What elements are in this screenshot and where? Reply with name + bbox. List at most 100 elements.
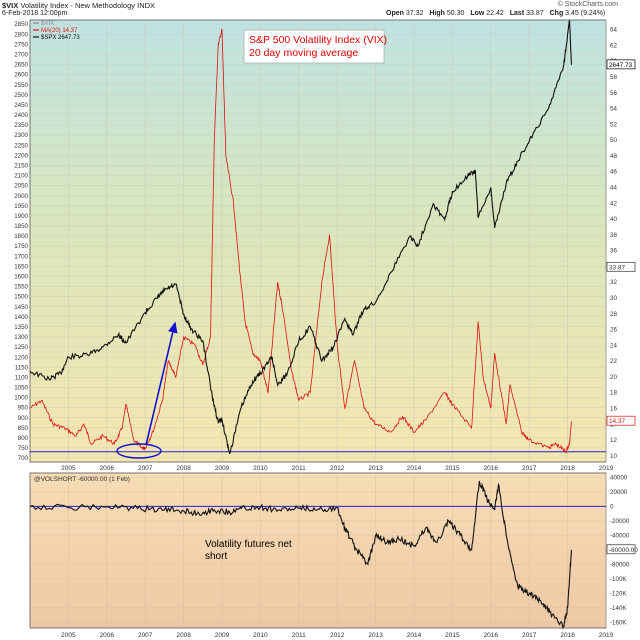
lower-right-tick-20000: 20000 xyxy=(610,489,628,496)
upper-x-tick-2014: 2014 xyxy=(407,465,422,472)
upper-x-tick-2016: 2016 xyxy=(484,465,499,472)
lower-right-axis: 40000 20000 0 -20000 -40000 -80000 -100K -120K -… xyxy=(610,475,630,627)
lower-gridlines xyxy=(30,473,607,628)
high-value: 50.30 xyxy=(446,10,465,17)
left-tick-1550: 1550 xyxy=(14,284,28,291)
right-tick-64: 64 xyxy=(610,27,617,34)
right-tick-36: 36 xyxy=(610,248,617,255)
left-tick-1500: 1500 xyxy=(14,294,28,301)
lower-x-axis: 2005 2006 2007 2008 2009 2010 2011 2012 2013 2014… xyxy=(61,632,613,639)
upper-x-tick-2017: 2017 xyxy=(522,465,537,472)
right-tick-28: 28 xyxy=(610,311,617,318)
upper-x-axis: 2005 2006 2007 2008 2009 2010 2011 2012 2013 2014… xyxy=(61,465,613,472)
left-tick-1700: 1700 xyxy=(14,253,28,260)
right-tick-30: 30 xyxy=(610,295,617,302)
lower-right-tick-0: 0 xyxy=(610,504,614,511)
lower-x-tick-2012: 2012 xyxy=(330,632,345,639)
left-tick-2300: 2300 xyxy=(14,132,28,139)
lower-x-tick-2018: 2018 xyxy=(560,632,575,639)
right-tick-52: 52 xyxy=(610,121,617,128)
lower-x-tick-2009: 2009 xyxy=(215,632,230,639)
volshort-value-flag-box xyxy=(606,544,636,555)
lower-right-tick--120000: -120K xyxy=(610,590,627,597)
left-tick-2100: 2100 xyxy=(14,173,28,180)
legend-entry-1: MA(20) 14.37 xyxy=(41,28,78,34)
last-label: Last xyxy=(509,10,525,17)
change-label: Chg xyxy=(549,10,564,17)
index-title: Volatility Index - New Methodology xyxy=(20,1,136,10)
lower-series-group xyxy=(29,480,606,630)
exchange-label: INDX xyxy=(137,1,156,10)
right-tick-32: 32 xyxy=(610,279,617,286)
lower-x-tick-2014: 2014 xyxy=(407,632,422,639)
lower-x-tick-2006: 2006 xyxy=(100,632,115,639)
lower-legend-entry: @VOLSHORT -60000.00 (1 Feb) xyxy=(34,476,130,483)
left-tick-2050: 2050 xyxy=(14,183,28,190)
left-tick-1100: 1100 xyxy=(15,374,29,381)
upper-annotation-box xyxy=(243,29,385,64)
symbol-label: $VIX xyxy=(2,1,19,10)
chart-date: 6-Feb-2018 12:00pm xyxy=(2,10,68,17)
upper-x-tick-2005: 2005 xyxy=(61,465,76,472)
lower-x-tick-2007: 2007 xyxy=(138,632,153,639)
right-tick-38: 38 xyxy=(610,232,617,239)
right-tick-18: 18 xyxy=(610,390,617,397)
brand-watermark: © StockCharts.com xyxy=(557,1,618,8)
value-flag-2: 14.37 xyxy=(609,418,625,425)
upper-x-tick-2011: 2011 xyxy=(292,465,306,472)
value-flag-2-box xyxy=(606,415,636,426)
lower-annotation-line1: Volatility futures net xyxy=(205,539,292,550)
left-tick-1600: 1600 xyxy=(14,274,28,281)
lower-x-tick-2017: 2017 xyxy=(522,632,537,639)
left-tick-2700: 2700 xyxy=(14,52,28,59)
lower-annotation-line2: short xyxy=(205,551,227,562)
left-tick-700: 700 xyxy=(18,455,29,462)
left-tick-800: 800 xyxy=(18,435,29,442)
left-tick-1950: 1950 xyxy=(14,203,28,210)
right-tick-24: 24 xyxy=(610,342,617,349)
low-vix-highlight-circle xyxy=(116,443,162,459)
right-tick-12: 12 xyxy=(610,437,617,444)
lower-right-tick--160000: -160K xyxy=(610,619,627,626)
value-flag-1: 33.87 xyxy=(609,264,625,271)
right-tick-42: 42 xyxy=(610,200,617,207)
value-flag-1-box xyxy=(606,261,636,272)
lower-right-tick-40000: 40000 xyxy=(610,475,628,482)
left-tick-2350: 2350 xyxy=(14,122,28,129)
lower-x-tick-2016: 2016 xyxy=(484,632,499,639)
value-flag-0: 2647.73 xyxy=(609,62,633,69)
right-tick-40: 40 xyxy=(610,216,617,223)
upper-x-tick-2009: 2009 xyxy=(215,465,230,472)
right-tick-54: 54 xyxy=(610,106,617,113)
left-tick-2600: 2600 xyxy=(14,72,28,79)
lower-x-tick-2019: 2019 xyxy=(599,632,614,639)
left-tick-2500: 2500 xyxy=(14,92,28,99)
left-tick-1150: 1150 xyxy=(15,364,29,371)
right-tick-10: 10 xyxy=(610,453,617,460)
upper-x-tick-2007: 2007 xyxy=(138,465,153,472)
change-value: 3.45 (9.24%) xyxy=(565,10,606,17)
left-tick-950: 950 xyxy=(18,405,29,412)
vix-ma20-line xyxy=(29,28,572,454)
value-flag-0-box xyxy=(606,59,636,70)
left-tick-2250: 2250 xyxy=(14,142,28,149)
left-tick-1300: 1300 xyxy=(14,334,28,341)
left-tick-1850: 1850 xyxy=(14,223,28,230)
lower-right-tick--80000: -80000 xyxy=(610,561,630,568)
left-tick-1000: 1000 xyxy=(14,395,28,402)
upper-left-axis: 700 750 800 850 900 950 1000 1050 1100 1150 1200 12… xyxy=(14,21,28,462)
right-tick-58: 58 xyxy=(610,74,617,81)
upper-plot-background xyxy=(29,19,607,463)
upper-x-tick-2018: 2018 xyxy=(560,465,575,472)
right-tick-20: 20 xyxy=(610,374,617,381)
left-tick-2750: 2750 xyxy=(14,41,28,48)
lower-x-tick-2011: 2011 xyxy=(292,632,306,639)
right-tick-62: 62 xyxy=(610,42,617,49)
left-tick-2850: 2850 xyxy=(14,21,28,28)
left-tick-1450: 1450 xyxy=(14,304,28,311)
left-tick-2650: 2650 xyxy=(14,62,28,69)
annotation-arrow xyxy=(145,321,178,446)
upper-x-tick-2010: 2010 xyxy=(253,465,268,472)
